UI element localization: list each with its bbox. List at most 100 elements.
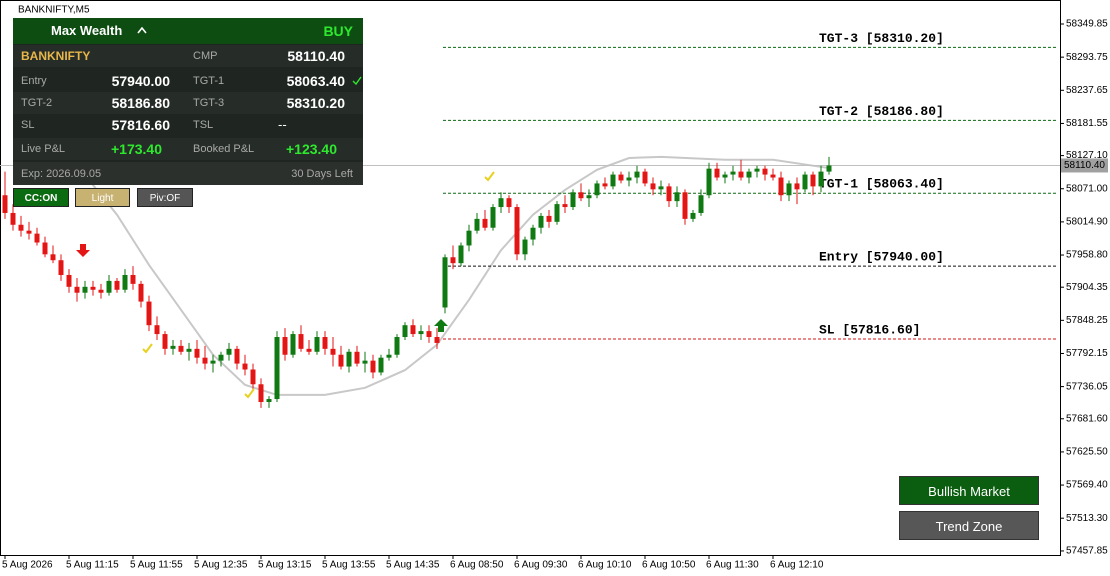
candle-body bbox=[18, 224, 24, 231]
candle-body bbox=[130, 274, 136, 284]
row-value: 57940.00 bbox=[111, 73, 170, 89]
candle-body bbox=[194, 348, 200, 358]
last-price-box bbox=[1061, 158, 1108, 173]
candle-body bbox=[170, 345, 176, 349]
row-value: 58110.40 bbox=[287, 48, 345, 64]
candle-body bbox=[546, 215, 552, 222]
signal-panel: Max Wealth BUY BANKNIFTY CMP 58110.40 En… bbox=[13, 18, 363, 185]
x-tick-label: 6 Aug 10:50 bbox=[642, 560, 696, 571]
candle-body bbox=[106, 280, 112, 293]
row-value: +123.40 bbox=[286, 141, 337, 157]
level-label: TGT-3 [58310.20] bbox=[819, 31, 944, 46]
candle-body bbox=[642, 171, 648, 184]
row-value: +173.40 bbox=[111, 141, 162, 157]
candle-body bbox=[442, 257, 448, 308]
candle-body bbox=[746, 171, 752, 178]
candle-body bbox=[282, 337, 288, 355]
y-tick-label: 57848.25 bbox=[1066, 315, 1108, 326]
toggle-button[interactable]: Light bbox=[75, 188, 130, 207]
y-tick-label: 57681.60 bbox=[1066, 413, 1108, 424]
toggle-button[interactable]: CC:ON bbox=[13, 188, 69, 207]
candle-body bbox=[450, 257, 456, 264]
candle-body bbox=[50, 254, 56, 261]
candle-body bbox=[330, 348, 336, 355]
candle-body bbox=[290, 334, 296, 355]
candle-body bbox=[90, 286, 96, 290]
candle-body bbox=[658, 186, 664, 190]
candle-body bbox=[690, 212, 696, 219]
y-tick-label: 57792.15 bbox=[1066, 348, 1108, 359]
candle-body bbox=[610, 174, 616, 187]
candle-body bbox=[314, 337, 320, 352]
row-label: TSL bbox=[193, 119, 214, 131]
y-tick-label: 57569.40 bbox=[1066, 480, 1108, 491]
status-button[interactable]: Trend Zone bbox=[899, 511, 1039, 540]
candle-body bbox=[754, 168, 760, 172]
candle-body bbox=[234, 348, 240, 364]
candle-body bbox=[210, 360, 216, 364]
y-tick-label: 58237.65 bbox=[1066, 85, 1108, 96]
x-tick-label: 5 Aug 2026 bbox=[2, 560, 53, 571]
candle-body bbox=[730, 171, 736, 175]
candle-body bbox=[562, 204, 568, 208]
candle-body bbox=[634, 171, 640, 178]
candle-body bbox=[322, 337, 328, 349]
x-tick-label: 6 Aug 10:10 bbox=[578, 560, 632, 571]
candle-body bbox=[786, 183, 792, 196]
candle-body bbox=[178, 345, 184, 352]
candle-body bbox=[250, 369, 256, 385]
y-tick-label: 58293.75 bbox=[1066, 52, 1108, 63]
candle-body bbox=[266, 399, 272, 402]
candle-body bbox=[554, 204, 560, 222]
candle-body bbox=[226, 348, 232, 355]
days-left: 30 Days Left bbox=[291, 168, 353, 180]
candle-body bbox=[618, 174, 624, 181]
y-tick-label: 57625.50 bbox=[1066, 447, 1108, 458]
panel-row: BANKNIFTY CMP 58110.40 bbox=[13, 45, 363, 67]
status-button[interactable]: Bullish Market bbox=[899, 476, 1039, 505]
candle-body bbox=[474, 218, 480, 231]
candle-body bbox=[274, 337, 280, 400]
candle-body bbox=[42, 242, 48, 255]
candle-body bbox=[706, 168, 712, 196]
candle-body bbox=[58, 260, 64, 275]
candle-body bbox=[298, 334, 304, 349]
candle-body bbox=[114, 280, 120, 290]
candle-body bbox=[26, 230, 32, 234]
last-price-label: 58110.40 bbox=[1064, 160, 1105, 171]
chart-layer: 58349.85 58293.75 58237.65 58181.55 58127.10… bbox=[0, 19, 1108, 571]
candle-body bbox=[394, 337, 400, 355]
check-mark bbox=[142, 343, 153, 354]
candle-body bbox=[570, 192, 576, 208]
check-mark bbox=[484, 171, 495, 182]
row-label: Live P&L bbox=[21, 143, 66, 155]
y-tick-label: 58349.85 bbox=[1066, 19, 1108, 30]
candle-body bbox=[10, 212, 16, 225]
level-label: TGT-1 [58063.40] bbox=[819, 177, 944, 192]
candle-body bbox=[386, 354, 392, 358]
candle-body bbox=[594, 183, 600, 196]
candle-body bbox=[410, 325, 416, 335]
symbol: BANKNIFTY bbox=[21, 49, 91, 63]
expiry: Exp: 2026.09.05 bbox=[21, 168, 102, 180]
candle-body bbox=[602, 183, 608, 187]
x-tick-label: 5 Aug 11:55 bbox=[130, 560, 183, 571]
candle-body bbox=[138, 283, 144, 302]
x-tick-label: 6 Aug 08:50 bbox=[450, 560, 504, 571]
candle-body bbox=[466, 230, 472, 246]
candle-body bbox=[738, 171, 744, 178]
candle-body bbox=[402, 325, 408, 338]
candle-body bbox=[2, 195, 8, 213]
candle-body bbox=[346, 351, 352, 367]
candle-body bbox=[146, 301, 152, 326]
toggle-button[interactable]: Piv:OF bbox=[137, 188, 193, 207]
row-label: SL bbox=[21, 119, 35, 131]
candle-body bbox=[482, 218, 488, 228]
candle-body bbox=[682, 192, 688, 219]
collapse-icon[interactable] bbox=[137, 26, 147, 34]
x-tick-label: 5 Aug 11:15 bbox=[66, 560, 119, 571]
candle-body bbox=[826, 165, 832, 172]
y-tick-label: 58127.10 bbox=[1066, 150, 1108, 161]
candle-body bbox=[530, 227, 536, 240]
